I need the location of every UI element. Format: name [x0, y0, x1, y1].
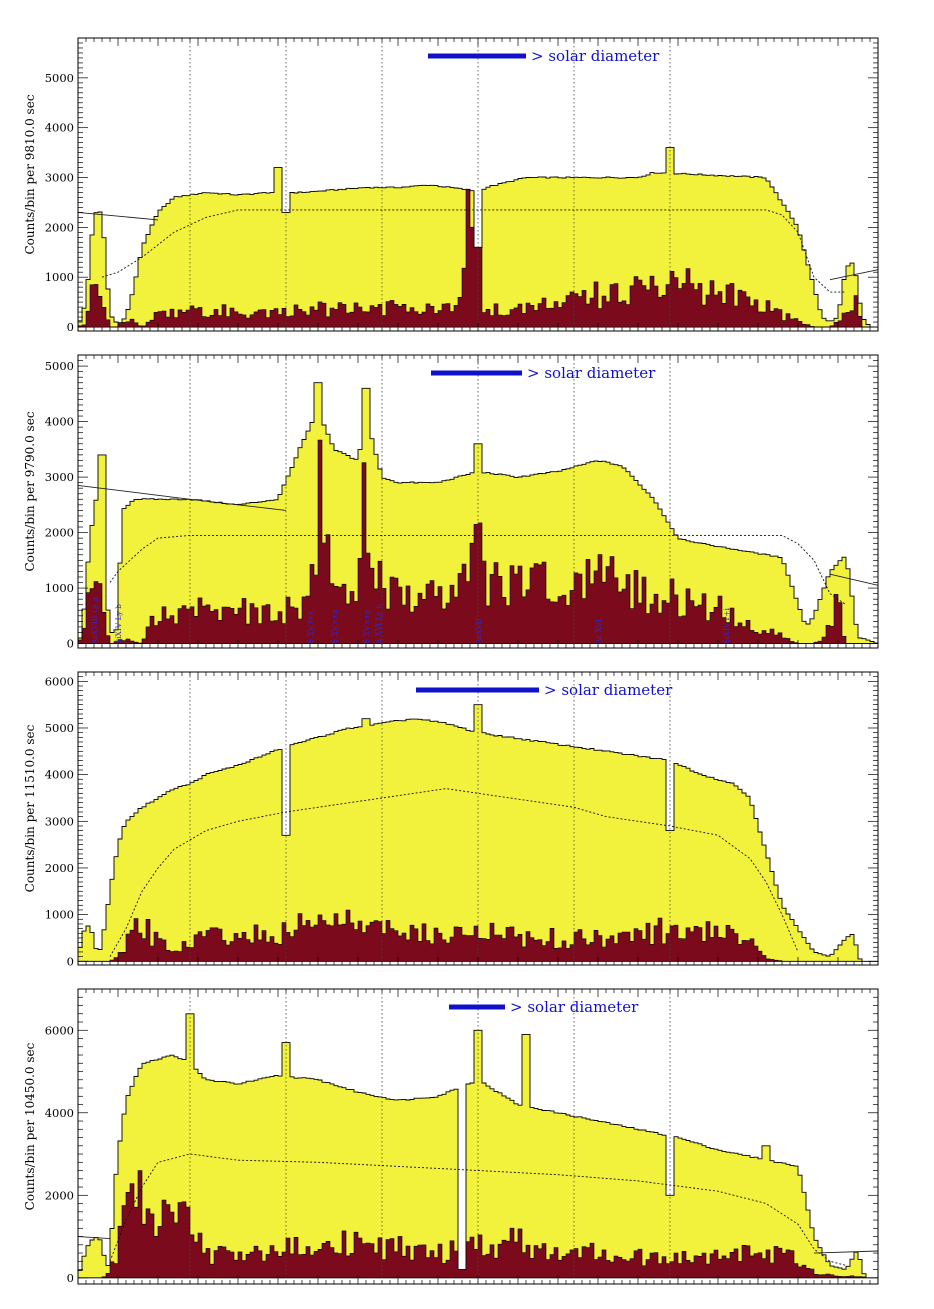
solar-diameter-annotation: > solar diameter [527, 364, 656, 382]
line-label: ArXVII [474, 618, 483, 645]
y-axis-label: Counts/bin per 10450.0 sec [23, 1042, 37, 1210]
model-curve [109, 1153, 847, 1266]
line-label: S XVI Ly b [374, 604, 383, 644]
y-tick-label: 3000 [45, 171, 74, 185]
y-tick-label: 1000 [45, 270, 74, 284]
y-axis-label: Counts/bin per 9790.0 sec [23, 411, 37, 571]
y-tick-label: 2000 [45, 861, 74, 875]
line-label: SiXIV r+i [722, 607, 731, 644]
y-tick-label: 5000 [45, 71, 74, 85]
solar-diameter-annotation: > solar diameter [544, 681, 673, 699]
y-tick-label: 2000 [45, 220, 74, 234]
y-tick-label: 0 [67, 320, 74, 334]
background-line [829, 269, 879, 281]
background-line [813, 1250, 879, 1254]
model-curve [101, 209, 846, 293]
y-tick-label: 5000 [45, 359, 74, 373]
line-label: ArXVIII Ly a [90, 597, 99, 645]
y-tick-label: 4000 [45, 768, 74, 782]
y-tick-label: 0 [67, 637, 74, 651]
background-line [77, 211, 159, 221]
y-tick-label: 3000 [45, 470, 74, 484]
model-curve [109, 788, 799, 957]
y-axis-label: Counts/bin per 11510.0 sec [23, 724, 37, 892]
y-tick-label: 1000 [45, 908, 74, 922]
y-tick-label: 4000 [45, 1106, 74, 1120]
panel-3: 0 1000 2000 3000 4000 5000 6000 Counts/bin per … [23, 671, 879, 968]
solar-diameter-annotation: > solar diameter [531, 47, 660, 65]
line-label: S XV f+i [306, 611, 315, 644]
bright-histogram [78, 909, 878, 962]
panel-4: 0 2000 4000 6000 Counts/bin per 10450.0 sec >… [23, 988, 879, 1285]
y-tick-label: 6000 [45, 674, 74, 688]
line-label: Ar XVI [594, 619, 603, 645]
y-tick-label: 2000 [45, 1188, 74, 1202]
solar-diameter-annotation: > solar diameter [510, 998, 639, 1016]
y-tick-label: 6000 [45, 1023, 74, 1037]
y-tick-label: 0 [67, 1271, 74, 1285]
background-line [77, 1236, 111, 1240]
model-curve [109, 534, 847, 606]
y-tick-label: 2000 [45, 526, 74, 540]
panel-2: 0 1000 2000 3000 4000 5000 Counts/bin per 9790… [23, 354, 879, 651]
line-label: SiXIV Ly b [114, 604, 123, 644]
line-label: S XV r+x [330, 608, 339, 644]
line-label: S XV r+y [362, 608, 371, 644]
background-line [829, 573, 879, 586]
y-tick-label: 0 [67, 954, 74, 968]
background-line [77, 484, 287, 511]
y-axis-label: Counts/bin per 9810.0 sec [23, 94, 37, 254]
y-tick-label: 4000 [45, 121, 74, 135]
y-tick-label: 1000 [45, 581, 74, 595]
panel-1: 0 1000 2000 3000 4000 5000 Counts/bin per 9810… [23, 37, 879, 334]
bright-histogram [78, 1170, 878, 1279]
y-tick-label: 3000 [45, 814, 74, 828]
y-tick-label: 5000 [45, 721, 74, 735]
y-tick-label: 4000 [45, 415, 74, 429]
bright-histogram [77, 439, 878, 644]
